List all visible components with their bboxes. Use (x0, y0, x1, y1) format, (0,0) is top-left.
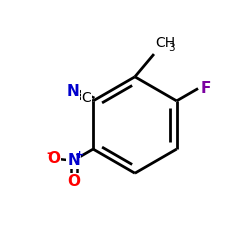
Text: O: O (67, 174, 80, 189)
Text: +: + (75, 150, 84, 160)
Text: O: O (47, 152, 60, 166)
Text: F: F (201, 81, 211, 96)
Text: C: C (82, 91, 91, 105)
Text: 3: 3 (168, 43, 175, 53)
Text: N: N (68, 153, 80, 168)
Text: -: - (46, 147, 51, 160)
Text: CH: CH (155, 36, 175, 50)
Text: N: N (66, 84, 79, 99)
